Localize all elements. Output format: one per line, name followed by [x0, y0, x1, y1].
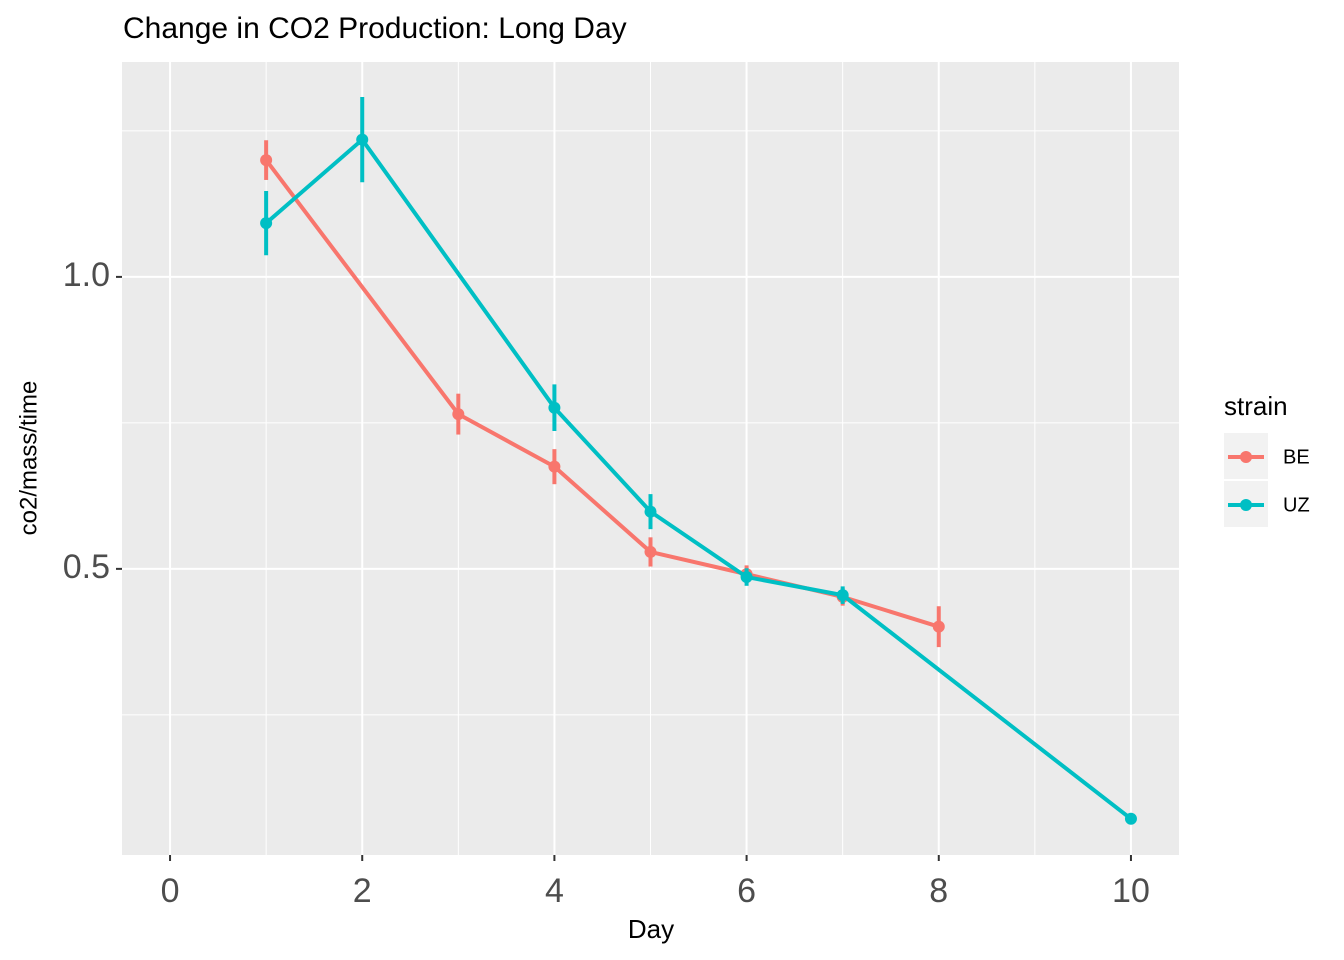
data-point	[548, 401, 561, 414]
data-point	[1124, 812, 1137, 825]
x-axis-label: Day	[628, 914, 674, 944]
y-tick-label: 1.0	[63, 256, 110, 294]
data-point	[740, 571, 753, 584]
legend-label: BE	[1283, 446, 1310, 468]
legend-key-point	[1240, 499, 1252, 511]
y-tick-label: 0.5	[63, 548, 110, 586]
x-tick-label: 2	[353, 872, 372, 910]
chart-title: Change in CO2 Production: Long Day	[123, 12, 627, 45]
legend-key-point	[1240, 451, 1252, 463]
data-point	[356, 133, 369, 146]
y-axis-label: co2/mass/time	[15, 381, 42, 536]
x-tick-label: 8	[929, 872, 948, 910]
x-tick-label: 6	[737, 872, 756, 910]
x-tick-label: 10	[1112, 872, 1150, 910]
data-point	[932, 620, 945, 633]
data-point	[644, 545, 657, 558]
data-point	[548, 460, 561, 473]
data-point	[644, 505, 657, 518]
legend-title: strain	[1224, 391, 1288, 421]
data-point	[836, 589, 849, 602]
data-point	[452, 408, 465, 421]
data-point	[260, 217, 273, 230]
data-point	[260, 154, 273, 167]
legend-label: UZ	[1283, 494, 1310, 516]
x-tick-label: 4	[545, 872, 564, 910]
x-tick-label: 0	[161, 872, 180, 910]
